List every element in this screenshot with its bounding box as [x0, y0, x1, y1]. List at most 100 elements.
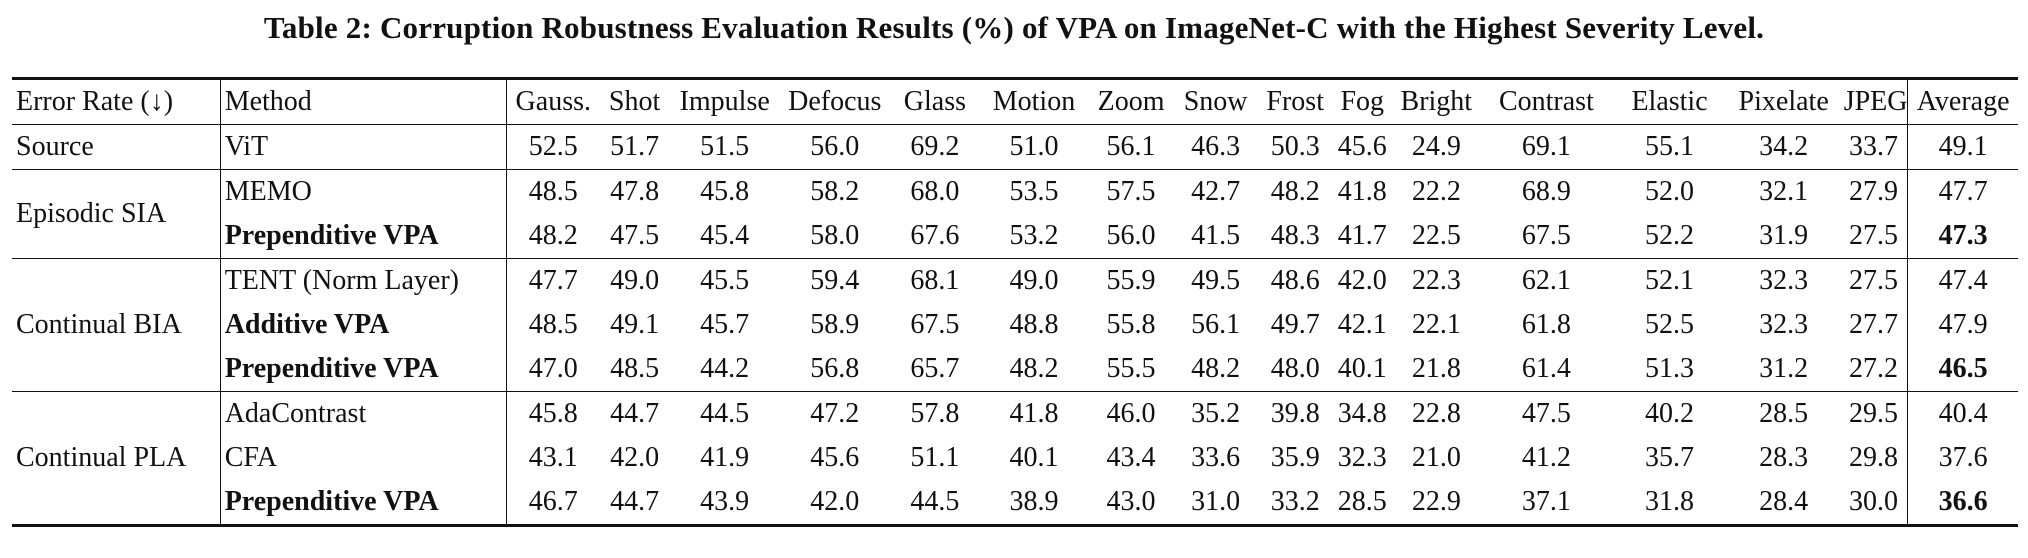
- header-corruption: Impulse: [679, 86, 770, 117]
- value-cell: 56.1: [1106, 131, 1156, 162]
- value-cell: 68.1: [910, 265, 960, 296]
- average-cell: 47.4: [1938, 265, 1988, 296]
- value-cell: 34.8: [1337, 398, 1387, 429]
- value-cell: 22.1: [1411, 309, 1461, 340]
- average-cell: 47.3: [1938, 220, 1988, 251]
- value-cell: 28.5: [1337, 486, 1387, 517]
- value-cell: 51.7: [610, 131, 660, 162]
- value-cell: 49.7: [1270, 309, 1320, 340]
- value-cell: 38.9: [1009, 486, 1059, 517]
- value-cell: 45.6: [1337, 131, 1387, 162]
- row-group: Continual PLA AdaContrast 45.8 44.7 44.5 47.2…: [12, 391, 2018, 526]
- value-cell: 57.8: [910, 398, 960, 429]
- value-cell: 47.0: [528, 353, 578, 384]
- value-cell: 55.5: [1106, 353, 1156, 384]
- group-label: Source: [12, 124, 221, 170]
- value-cell: 33.6: [1191, 442, 1241, 473]
- average-cell: 49.1: [1938, 131, 1988, 162]
- results-table-container: Error Rate (↓) Method Gauss. Shot Impuls…: [12, 77, 2018, 527]
- value-cell: 40.1: [1337, 353, 1387, 384]
- value-cell: 49.1: [610, 309, 660, 340]
- row-group: Source ViT 52.5 51.7 51.5 56.0 69.2 51.0 56.1 46.…: [12, 124, 2018, 170]
- value-cell: 61.8: [1521, 309, 1571, 340]
- header-corruption: Fog: [1340, 86, 1385, 117]
- value-cell: 47.7: [528, 265, 578, 296]
- table-row: Episodic SIA MEMO 48.5 47.8 45.8 58.2 68.0 53.5…: [12, 169, 2018, 259]
- value-cell: 22.5: [1411, 220, 1461, 251]
- value-cell: 53.5: [1009, 176, 1059, 207]
- value-cell: 52.5: [1645, 309, 1695, 340]
- group-label: Continual PLA: [12, 391, 221, 526]
- value-cell: 46.3: [1191, 131, 1241, 162]
- average-cell: 46.5: [1938, 353, 1988, 384]
- average-cell: 40.4: [1938, 398, 1988, 429]
- table-row: CFA 43.1 42.0 41.9 45.6 51.1 40.1 43.4 33.6 35.9 3…: [12, 436, 2018, 480]
- value-cell: 21.0: [1411, 442, 1461, 473]
- method-cell: CFA: [220, 436, 507, 480]
- value-cell: 49.0: [1009, 265, 1059, 296]
- value-cell: 22.9: [1411, 486, 1461, 517]
- value-cell: 30.0: [1839, 480, 1909, 526]
- table-caption: Table 2: Corruption Robustness Evaluatio…: [263, 10, 1765, 45]
- header-corruption: Elastic: [1631, 86, 1708, 117]
- table-row: Prependitive VPA 48.2 47.5 45.4 58.0 67.6 53.2…: [12, 214, 2018, 259]
- value-cell: 29.8: [1839, 436, 1909, 480]
- value-cell: 42.7: [1191, 176, 1241, 207]
- value-cell: 49.5: [1191, 265, 1241, 296]
- value-cell: 55.9: [1106, 265, 1156, 296]
- table-row: Prependitive VPA 46.7 44.7 43.9 42.0 44.5 38.9…: [12, 480, 2018, 526]
- value-cell: 59.4: [810, 265, 860, 296]
- value-cell: 41.8: [1009, 398, 1059, 429]
- value-cell: 45.5: [700, 265, 750, 296]
- value-cell: 50.3: [1270, 131, 1320, 162]
- value-cell: 48.5: [528, 309, 578, 340]
- header-corruption: Contrast: [1498, 86, 1594, 117]
- header-corruption: Defocus: [788, 86, 882, 117]
- header-corruption: Pixelate: [1738, 86, 1829, 117]
- value-cell: 33.2: [1270, 486, 1320, 517]
- table-row: Additive VPA 48.5 49.1 45.7 58.9 67.5 48.8 55.8…: [12, 303, 2018, 347]
- value-cell: 47.5: [1521, 398, 1571, 429]
- value-cell: 67.5: [1521, 220, 1571, 251]
- value-cell: 27.2: [1839, 347, 1909, 392]
- header-corruption: JPEG: [1839, 78, 1909, 125]
- value-cell: 42.1: [1337, 309, 1387, 340]
- value-cell: 68.9: [1521, 176, 1571, 207]
- method-cell: Additive VPA: [220, 303, 507, 347]
- value-cell: 45.4: [700, 220, 750, 251]
- value-cell: 48.6: [1270, 265, 1320, 296]
- value-cell: 53.2: [1009, 220, 1059, 251]
- value-cell: 31.9: [1759, 220, 1809, 251]
- method-cell: TENT (Norm Layer): [220, 258, 507, 303]
- value-cell: 44.7: [610, 398, 660, 429]
- value-cell: 39.8: [1270, 398, 1320, 429]
- value-cell: 67.5: [910, 309, 960, 340]
- value-cell: 51.5: [700, 131, 750, 162]
- value-cell: 27.5: [1839, 214, 1909, 259]
- value-cell: 56.0: [1106, 220, 1156, 251]
- header-error-rate: Error Rate (↓): [12, 78, 221, 125]
- value-cell: 31.2: [1759, 353, 1809, 384]
- method-cell: MEMO: [220, 169, 507, 214]
- value-cell: 55.8: [1106, 309, 1156, 340]
- header-method: Method: [220, 78, 507, 125]
- value-cell: 42.0: [1337, 265, 1387, 296]
- value-cell: 27.9: [1839, 169, 1909, 214]
- value-cell: 41.9: [700, 442, 750, 473]
- value-cell: 48.3: [1270, 220, 1320, 251]
- header-corruption: Bright: [1400, 86, 1473, 117]
- value-cell: 40.1: [1009, 442, 1059, 473]
- value-cell: 45.8: [528, 398, 578, 429]
- value-cell: 52.1: [1645, 265, 1695, 296]
- value-cell: 43.0: [1106, 486, 1156, 517]
- value-cell: 28.3: [1759, 442, 1809, 473]
- value-cell: 48.2: [1009, 353, 1059, 384]
- value-cell: 27.7: [1839, 303, 1909, 347]
- value-cell: 22.3: [1411, 265, 1461, 296]
- value-cell: 48.0: [1270, 353, 1320, 384]
- value-cell: 55.1: [1645, 131, 1695, 162]
- header-corruption: Gauss.: [515, 86, 591, 117]
- value-cell: 34.2: [1759, 131, 1809, 162]
- value-cell: 45.7: [700, 309, 750, 340]
- value-cell: 62.1: [1521, 265, 1571, 296]
